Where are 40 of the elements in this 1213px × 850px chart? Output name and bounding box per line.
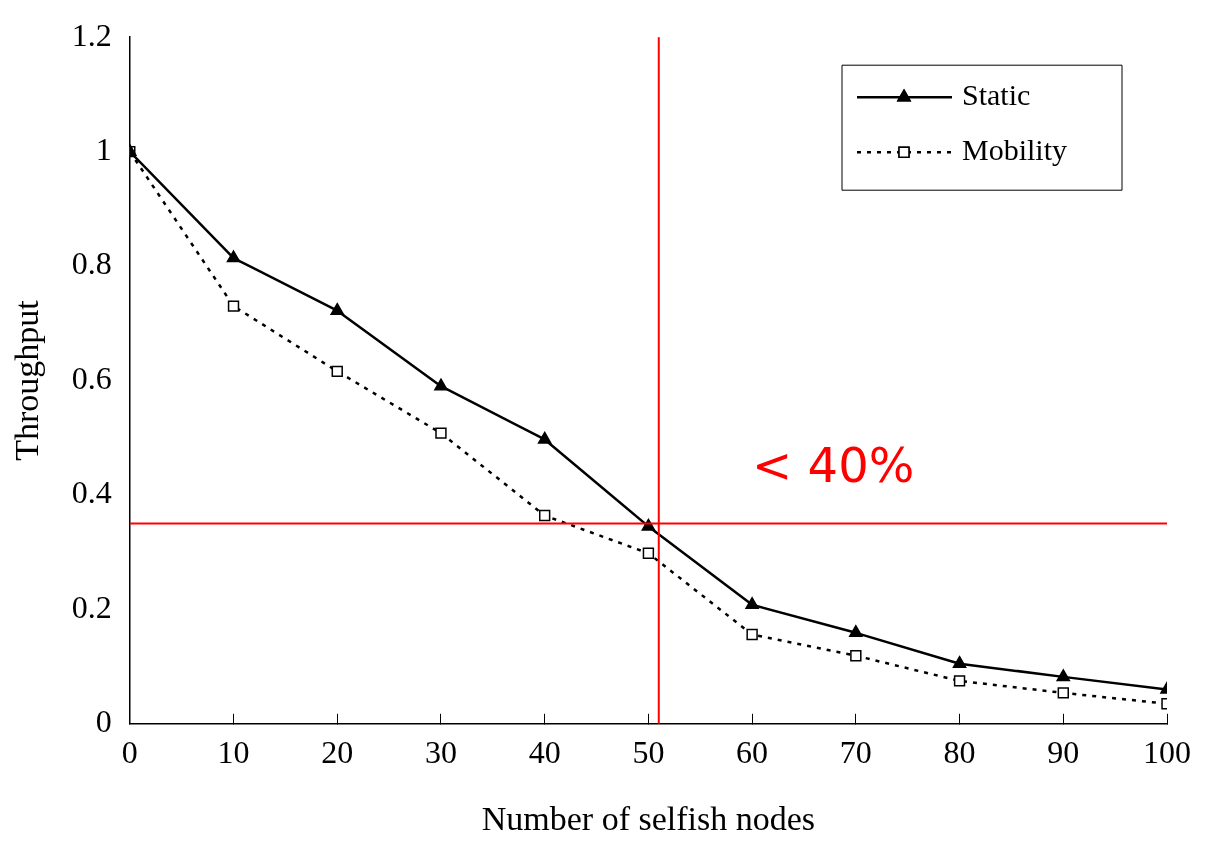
- point: [331, 365, 343, 378]
- x-tick-label: 20: [321, 734, 354, 771]
- point: [745, 597, 759, 610]
- y-tick-label: 0.4: [71, 474, 112, 511]
- y-tick-label: 1.2: [71, 16, 112, 53]
- point: [1056, 669, 1071, 682]
- point: [435, 427, 447, 439]
- point: [538, 509, 551, 522]
- x-tick-label: 80: [943, 734, 976, 771]
- legend-label: Static: [962, 78, 1031, 112]
- point: [330, 302, 345, 315]
- point: [1057, 687, 1069, 699]
- annotation: < 40%: [752, 437, 915, 494]
- y-tick-label: 0.2: [71, 588, 112, 625]
- point: [953, 675, 966, 687]
- y-tick-label: 1: [95, 131, 112, 168]
- x-tick-label: 100: [1143, 734, 1191, 771]
- y-tick-label: 0: [95, 703, 112, 740]
- point: [434, 378, 448, 391]
- x-tick-label: 40: [528, 734, 561, 771]
- legend-label: Mobility: [962, 133, 1068, 167]
- point: [850, 650, 862, 662]
- point: [952, 655, 967, 668]
- x-tick-label: 70: [839, 734, 872, 771]
- point: [746, 628, 758, 641]
- x-tick-label: 90: [1047, 734, 1080, 771]
- point: [642, 547, 655, 559]
- x-tick-label: 0: [121, 734, 138, 771]
- point: [537, 431, 552, 444]
- y-axis-title: Throughput: [8, 299, 46, 461]
- x-tick-label: 30: [424, 734, 457, 771]
- x-axis-title: Number of selfish nodes: [481, 799, 816, 837]
- y-tick-label: 0.8: [71, 245, 112, 282]
- point: [227, 300, 240, 312]
- x-tick-label: 10: [217, 734, 250, 771]
- point: [226, 250, 241, 263]
- y-tick-label: 0.6: [71, 359, 112, 396]
- x-tick-label: 50: [632, 734, 665, 771]
- x-tick-label: 60: [736, 734, 769, 771]
- point: [849, 625, 863, 638]
